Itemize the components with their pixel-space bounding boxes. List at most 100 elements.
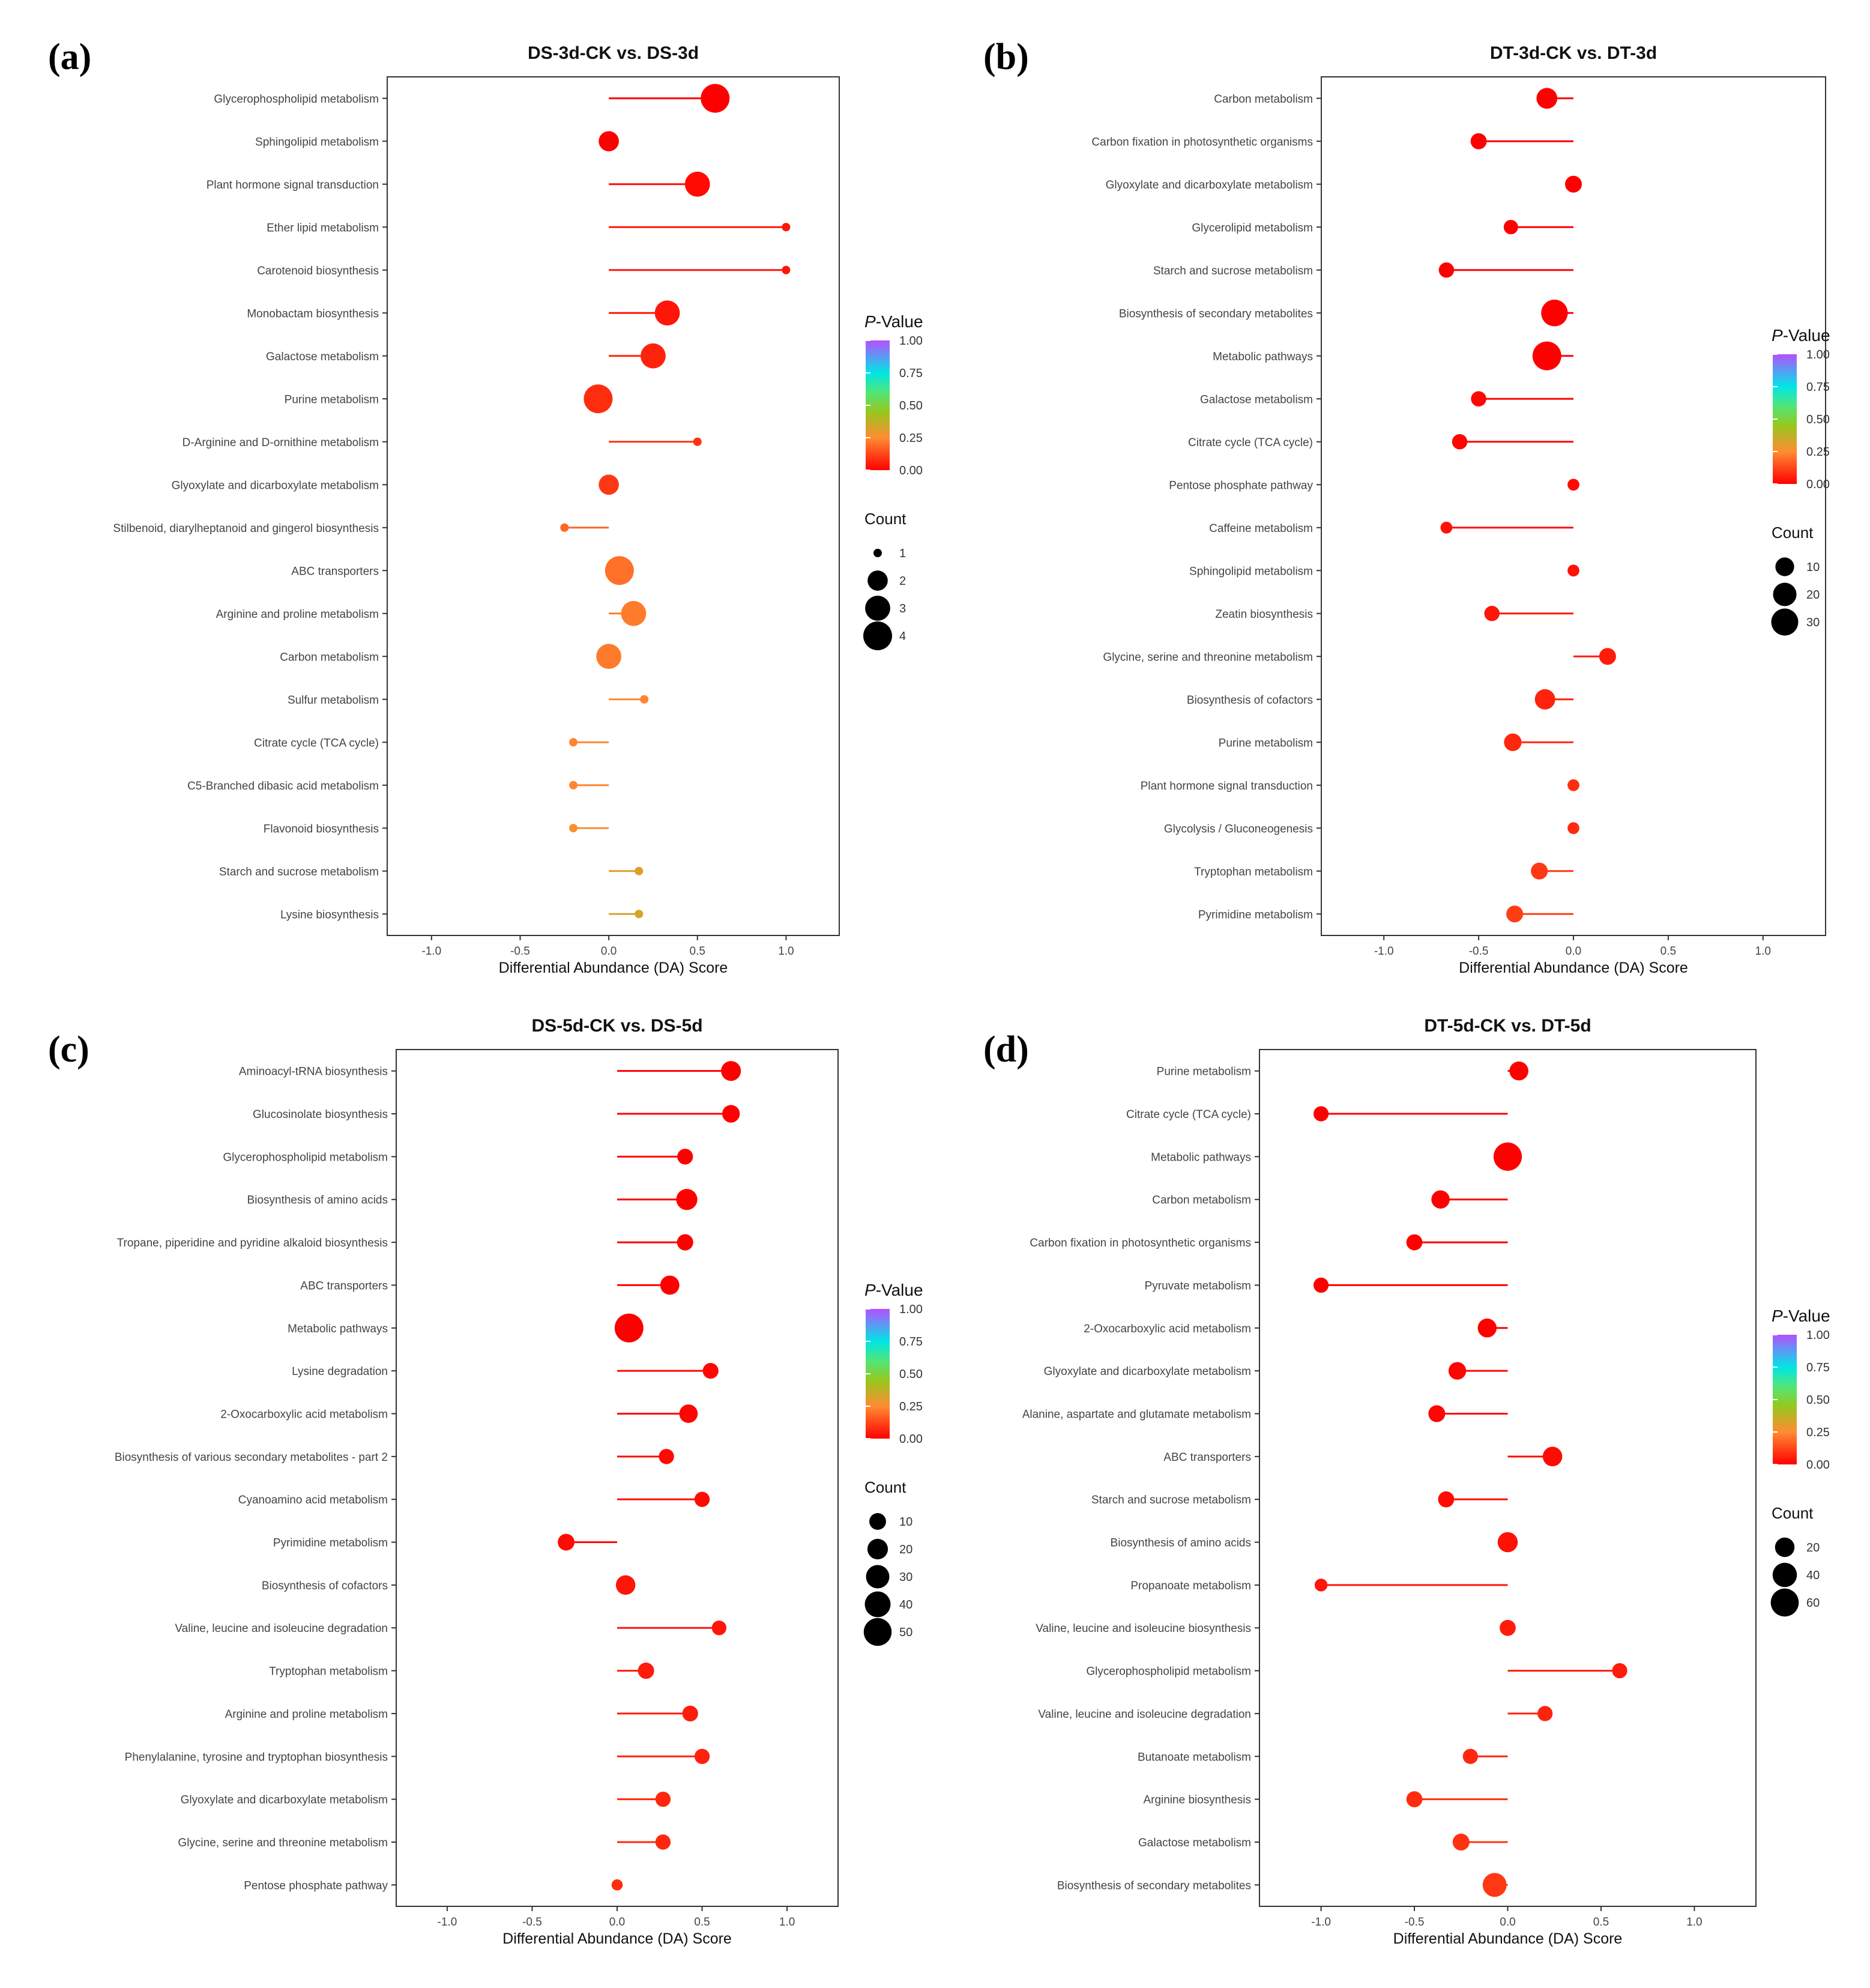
legend-count-dot [863,621,892,650]
y-tick-label: ABC transporters [1163,1451,1251,1464]
y-tick-label: Metabolic pathways [288,1323,388,1335]
y-tick-label: Biosynthesis of secondary metabolites [1119,307,1313,320]
x-tick-label: -1.0 [1374,945,1394,958]
y-tick-label: Arginine and proline metabolism [216,608,379,621]
legend-count-dot [864,1591,891,1618]
plot-frame [396,1049,839,1907]
lollipop-point [654,300,680,326]
lollipop-point [558,1533,575,1551]
y-tick-label: Phenylalanine, tyrosine and tryptophan b… [125,1751,388,1763]
legend-count-label: 2 [899,575,906,588]
y-tick-label: Tryptophan metabolism [269,1666,388,1678]
legend-count-label: 4 [899,630,906,643]
lollipop-point [1431,1190,1450,1209]
y-tick-label: Biosynthesis of amino acids [1111,1537,1251,1550]
legend-count-dot [1771,608,1799,636]
lollipop-point [1534,689,1555,710]
lollipop-point [679,1404,698,1423]
y-tick-label: Pyrimidine metabolism [1198,908,1313,921]
y-tick-label: Glycerophospholipid metabolism [223,1151,388,1164]
plot-frame [387,76,840,936]
plot-frame [1259,1049,1757,1907]
panel-c: (c) DS-5d-CK vs. DS-5d Aminoacyl-tRNA bio… [0,992,935,1985]
lollipop-point [655,1791,671,1807]
y-tick-label: Purine metabolism [285,393,379,406]
y-tick-label: Plant hormone signal transduction [207,179,379,192]
panel-label: (a) [48,37,92,77]
y-tick-label: Valine, leucine and isoleucine degradati… [175,1622,388,1635]
y-tick-label: Tropane, piperidine and pyridine alkaloi… [117,1237,388,1249]
y-tick-label: Glucosinolate biosynthesis [253,1108,388,1121]
lollipop-point [621,600,647,626]
lollipop-point [1567,779,1579,791]
lollipop-point [655,1834,671,1850]
y-tick-label: Biosynthesis of amino acids [247,1194,388,1207]
y-tick-label: Sphingolipid metabolism [1189,565,1313,578]
lollipop-point [1536,88,1558,109]
lollipop-point [682,1705,698,1722]
lollipop-point [1314,1579,1328,1592]
lollipop-point [1406,1791,1423,1807]
legend-color-tick-label: 1.00 [899,1303,923,1316]
legend-pvalue-title: P-Value [864,312,923,331]
x-tick-label: 0.5 [1593,1916,1609,1929]
lollipop-point [1612,1663,1627,1679]
y-tick-label: Caffeine metabolism [1209,522,1313,535]
lollipop-chart: DS-5d-CK vs. DS-5d Aminoacyl-tRNA biosynt… [115,1016,923,1947]
lollipop-point [722,1105,740,1123]
y-tick-label: Zeatin biosynthesis [1215,608,1313,621]
lollipop-point [1567,564,1579,577]
legend-count-label: 50 [899,1626,912,1639]
lollipop-point [615,1575,636,1595]
legend-color-tick-label: 0.75 [1806,1361,1830,1374]
x-tick-label: -1.0 [438,1916,457,1929]
legend-count-dot [873,549,882,557]
lollipop-point [638,1663,654,1679]
legend-color-tick-label: 0.50 [1806,1394,1830,1407]
legend-count-dot [1773,582,1797,606]
lollipop-point [1313,1277,1329,1293]
legend-count-dot [867,1538,888,1560]
y-tick-label: Glycerophospholipid metabolism [1086,1666,1251,1678]
legend-count-title: Count [1772,1504,1814,1522]
lollipop-point [1440,521,1453,534]
y-tick-label: Tryptophan metabolism [1194,866,1313,878]
lollipop-point [635,866,644,875]
lollipop-point [1567,822,1579,835]
lollipop-point [694,1491,710,1507]
lollipop-point [1484,606,1500,621]
y-tick-label: Purine metabolism [1219,737,1313,749]
legend-count-label: 3 [899,602,906,615]
plot-frame [1321,76,1826,936]
lollipop-point [1497,1532,1518,1553]
legend-color-tick-label: 1.00 [1806,348,1830,361]
y-tick-label: Carotenoid biosynthesis [257,265,379,277]
legend-count-dot [1775,557,1794,576]
y-tick-label: Citrate cycle (TCA cycle) [254,737,379,749]
x-tick-label: -0.5 [1469,945,1489,958]
legend-color-tick-label: 0.25 [899,432,923,445]
y-tick-label: Cyanoamino acid metabolism [238,1494,388,1506]
legend-color-tick-label: 0.75 [1806,381,1830,394]
y-tick-label: Monobactam biosynthesis [247,307,379,320]
lollipop-point [569,824,578,833]
x-tick-label: 1.0 [1755,945,1771,958]
legend-count-dot [865,596,890,621]
y-tick-label: Biosynthesis of cofactors [1187,694,1313,707]
y-tick-label: Plant hormone signal transduction [1141,780,1313,793]
legend-count-label: 30 [1806,616,1820,629]
x-tick-label: -0.5 [510,945,530,958]
y-tick-label: Biosynthesis of various secondary metabo… [115,1451,388,1464]
y-tick-label: Carbon metabolism [280,651,379,663]
legend-pvalue-title: P-Value [1772,1307,1830,1325]
x-tick-label: 0.5 [694,1916,710,1929]
lollipop-point [782,265,791,274]
y-tick-label: Citrate cycle (TCA cycle) [1188,437,1313,449]
lollipop-point [782,223,791,232]
lollipop-point [584,384,613,414]
legend-count-dot [866,1565,890,1589]
y-tick-label: Ether lipid metabolism [267,222,379,234]
lollipop-chart: DT-3d-CK vs. DT-3d Carbon metabolism Carbo… [1091,43,1830,976]
legend-count-label: 20 [1806,588,1820,602]
y-tick-label: Glyoxylate and dicarboxylate metabolism [181,1794,388,1807]
